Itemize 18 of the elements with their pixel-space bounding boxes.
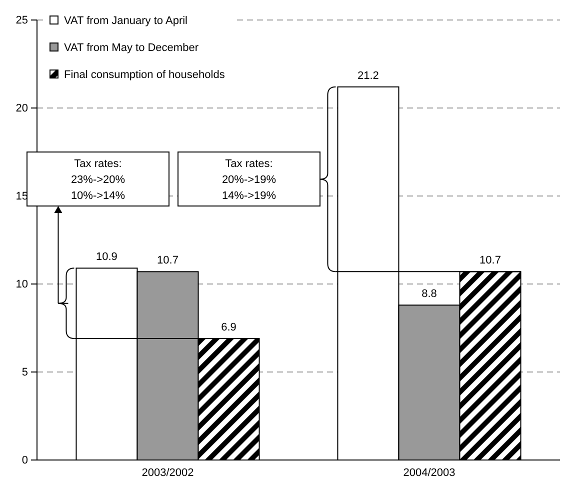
y-tick-label: 0 xyxy=(22,454,28,467)
x-tick-label: 2003/2002 xyxy=(142,466,194,479)
y-tick-label: 25 xyxy=(16,14,28,27)
data-label: 6.9 xyxy=(221,322,236,334)
y-tick-label: 10 xyxy=(16,278,28,291)
y-tick-label: 20 xyxy=(16,102,28,115)
annotation: Tax rates: 20%->19% 14%->19% xyxy=(222,158,276,202)
data-label: 21.2 xyxy=(358,70,379,82)
data-label: 8.8 xyxy=(422,288,437,300)
data-label: 10.7 xyxy=(480,254,501,267)
data-label: 10.9 xyxy=(96,251,118,264)
annotation: Tax rates: 23%->20% 10%->14% xyxy=(70,158,126,202)
data-label: 10.7 xyxy=(157,254,178,267)
legend-label: VAT from January to April xyxy=(64,15,188,27)
legend-label: Final consumption of households xyxy=(64,69,226,81)
x-tick-label: 2004/2003 xyxy=(403,466,456,479)
legend-label: VAT from May to December xyxy=(64,42,199,54)
y-tick-label: 5 xyxy=(22,366,28,379)
